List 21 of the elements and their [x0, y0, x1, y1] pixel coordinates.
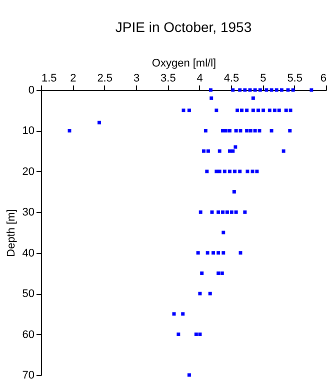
y-axis-title: Depth [m] [5, 209, 18, 257]
y-tick-label: 40 [22, 247, 34, 260]
y-tick-label: 0 [28, 84, 34, 96]
chart-title: JPIE in October, 1953 [115, 19, 252, 35]
x-tick-label: 2 [70, 72, 76, 84]
y-tick-label: 60 [22, 328, 34, 341]
y-tick-label: 20 [22, 166, 34, 178]
y-tick-label: 70 [22, 370, 34, 382]
x-tick-label: 1.5 [42, 72, 57, 84]
x-tick-label: 6 [320, 72, 326, 84]
x-axis-title: Oxygen [ml/l] [152, 58, 216, 70]
x-tick-label: 5.5 [287, 72, 302, 84]
x-tick-label: 3 [133, 72, 140, 84]
x-tick-label: 5 [260, 72, 266, 84]
y-tick-label: 50 [22, 288, 34, 300]
y-tick-label: 30 [22, 206, 34, 219]
x-tick-label: 3.5 [160, 72, 176, 84]
x-tick-label: 4 [196, 72, 203, 84]
y-tick-label: 10 [22, 125, 34, 138]
x-tick-label: 2.5 [97, 72, 112, 84]
x-tick-label: 4.5 [224, 72, 240, 84]
